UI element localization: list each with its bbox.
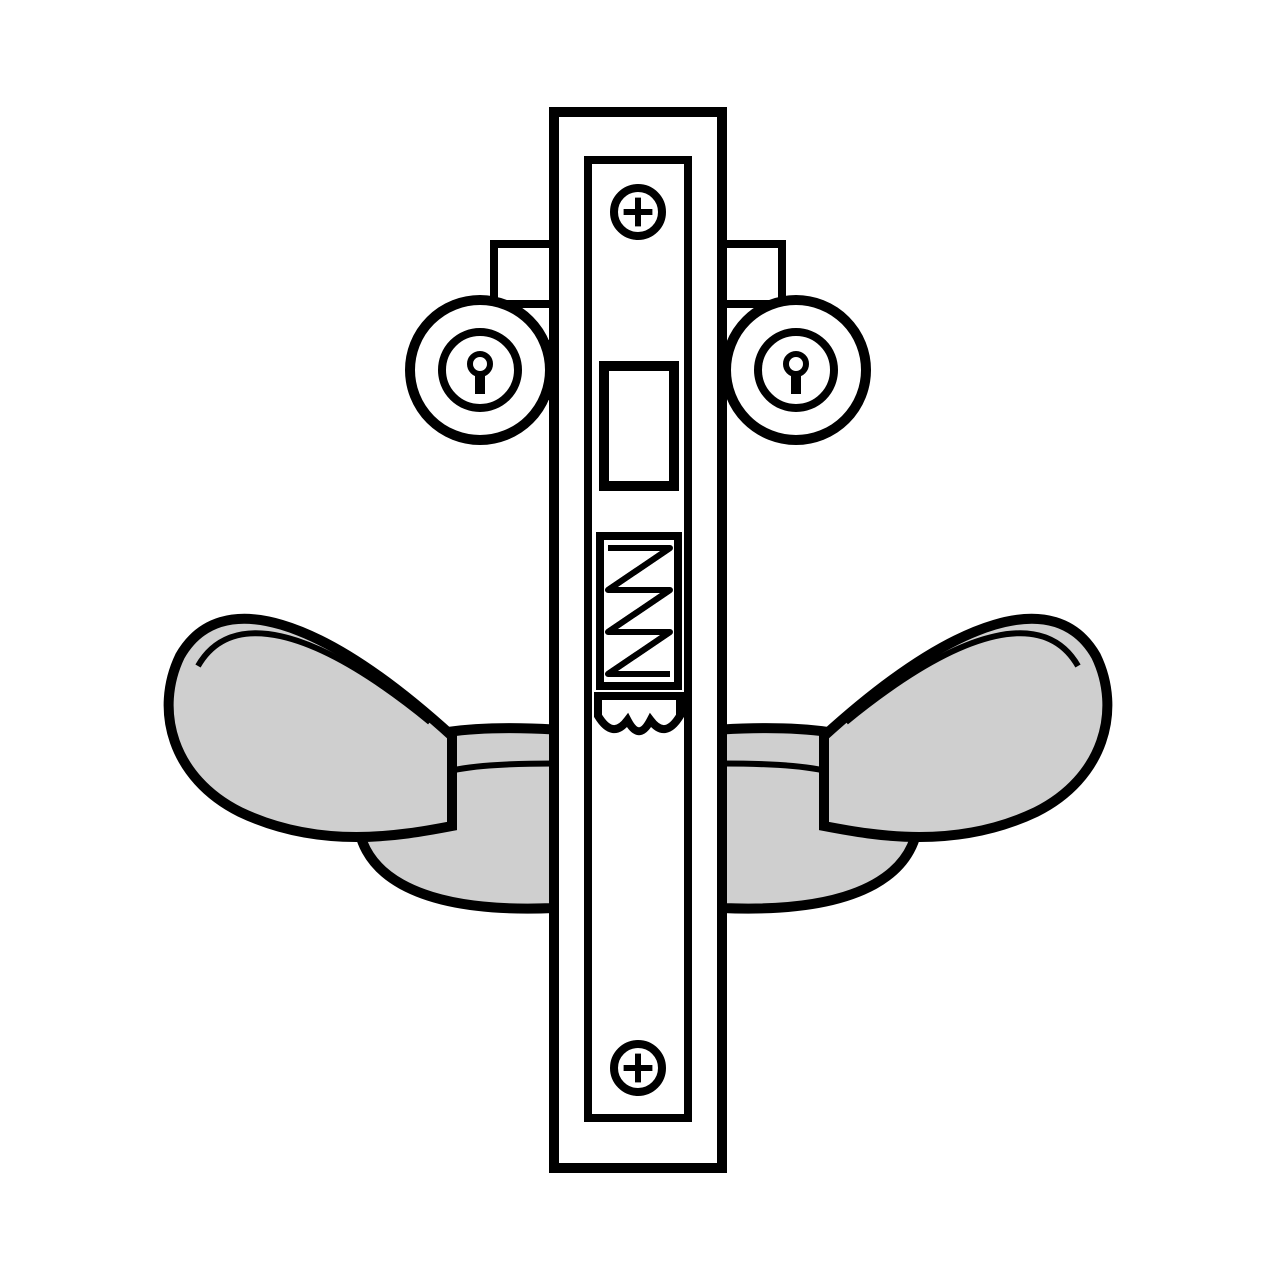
- faceplate-screw-top: [614, 188, 662, 236]
- side-tab-right: [722, 244, 782, 304]
- side-tab-left: [494, 244, 554, 304]
- deadbolt-window: [604, 366, 674, 486]
- aux-latch-scallop: [598, 696, 680, 731]
- knob-cylinder-right: [726, 300, 866, 440]
- faceplate-screw-bottom: [614, 1044, 662, 1092]
- lever-handle-left: [169, 619, 554, 909]
- latch-assembly: [600, 536, 678, 686]
- mortise-lock-diagram: [0, 0, 1280, 1280]
- lever-handle-right: [722, 619, 1107, 909]
